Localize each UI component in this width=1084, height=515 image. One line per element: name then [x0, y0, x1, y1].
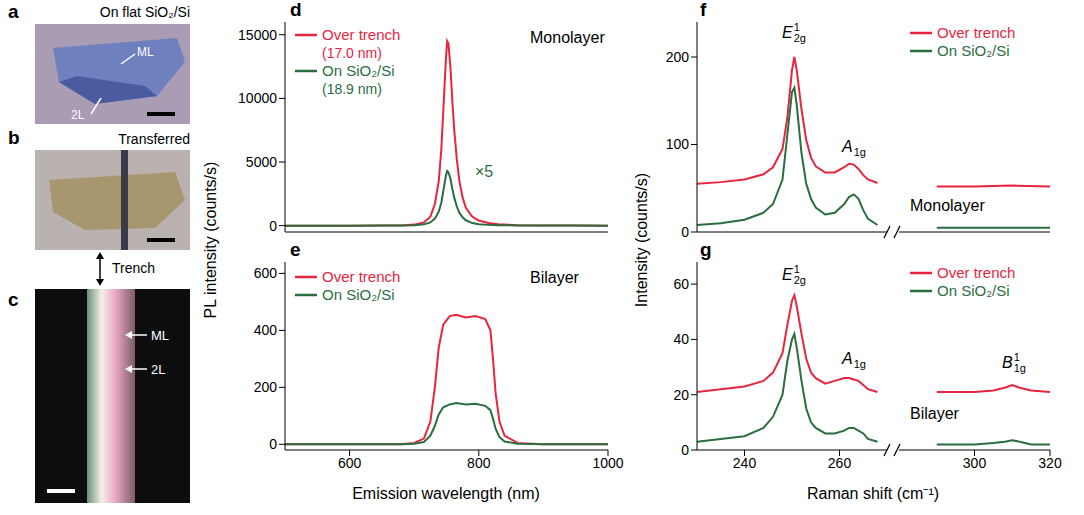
- svg-text:40: 40: [673, 331, 689, 347]
- html-text:Over trench: Over trench: [322, 26, 401, 43]
- svg-text:0: 0: [269, 436, 277, 452]
- svg-text:ML: ML: [151, 328, 169, 343]
- html-text:Over trench: Over trench: [937, 24, 1016, 41]
- html-text:A1g: A1g: [842, 138, 866, 158]
- html-text:On SiO₂/Si: On SiO₂/Si: [937, 42, 1010, 59]
- html-text:c: c: [8, 289, 19, 310]
- html-text:d: d: [290, 0, 302, 20]
- html-text:2g: 2g: [793, 32, 806, 44]
- html-text:Raman shift (cm⁻¹): Raman shift (cm⁻¹): [806, 485, 940, 502]
- html-text:1g: 1g: [1013, 362, 1026, 374]
- html-text:f: f: [700, 0, 707, 20]
- svg-text:260: 260: [828, 455, 852, 471]
- html-text:e: e: [290, 239, 301, 260]
- svg-text:ML: ML: [137, 45, 154, 59]
- svg-text:15000: 15000: [238, 27, 277, 43]
- svg-text:800: 800: [467, 455, 491, 471]
- svg-text:320: 320: [1038, 455, 1062, 471]
- html-text:Over trench: Over trench: [937, 264, 1016, 281]
- html-text:E1: E1: [782, 21, 800, 41]
- html-text:×5: ×5: [475, 163, 494, 180]
- html-text:Monolayer: Monolayer: [530, 29, 605, 46]
- svg-text:PL intensity (counts/s): PL intensity (counts/s): [202, 162, 219, 319]
- svg-text:20: 20: [673, 387, 689, 403]
- svg-text:0: 0: [269, 218, 277, 234]
- svg-text:600: 600: [338, 455, 362, 471]
- html-text:B1: B1: [1002, 351, 1020, 371]
- svg-text:100: 100: [666, 136, 690, 152]
- html-text:Transferred: Transferred: [118, 131, 190, 147]
- svg-text:200: 200: [254, 379, 278, 395]
- html-text:On flat SiO₂/Si: On flat SiO₂/Si: [99, 4, 190, 20]
- html-text:2g: 2g: [793, 274, 806, 286]
- html-text:Emission wavelength (nm): Emission wavelength (nm): [352, 485, 540, 502]
- html-text:On SiO₂/Si: On SiO₂/Si: [937, 282, 1010, 299]
- svg-text:240: 240: [733, 455, 757, 471]
- svg-text:400: 400: [254, 322, 278, 338]
- svg-text:2L: 2L: [151, 362, 165, 377]
- html-text:g: g: [700, 239, 712, 260]
- html-text:(17.0 nm): (17.0 nm): [322, 45, 382, 61]
- svg-text:200: 200: [666, 49, 690, 65]
- html-text:E1: E1: [782, 263, 800, 283]
- html-text:Bilayer: Bilayer: [530, 269, 579, 286]
- svg-text:300: 300: [963, 455, 987, 471]
- svg-text:2L: 2L: [71, 108, 85, 122]
- svg-text:10000: 10000: [238, 90, 277, 106]
- html-text:A1g: A1g: [842, 350, 866, 370]
- svg-text:0: 0: [681, 442, 689, 458]
- svg-text:Intensity (counts/s): Intensity (counts/s): [633, 173, 650, 307]
- svg-text:1000: 1000: [592, 455, 623, 471]
- html-text:a: a: [8, 1, 19, 22]
- html-text:Monolayer: Monolayer: [910, 197, 985, 214]
- html-text:Trench: Trench: [112, 260, 156, 276]
- svg-text:0: 0: [681, 224, 689, 240]
- svg-text:5000: 5000: [246, 154, 277, 170]
- html-text:Over trench: Over trench: [322, 268, 401, 285]
- svg-text:600: 600: [254, 265, 278, 281]
- svg-text:60: 60: [673, 276, 689, 292]
- html-text:On SiO₂/Si: On SiO₂/Si: [322, 286, 395, 303]
- html-text:Bilayer: Bilayer: [910, 405, 959, 422]
- html-text:On SiO₂/Si: On SiO₂/Si: [322, 62, 395, 79]
- html-text:b: b: [8, 127, 20, 148]
- html-text:(18.9 nm): (18.9 nm): [322, 81, 382, 97]
